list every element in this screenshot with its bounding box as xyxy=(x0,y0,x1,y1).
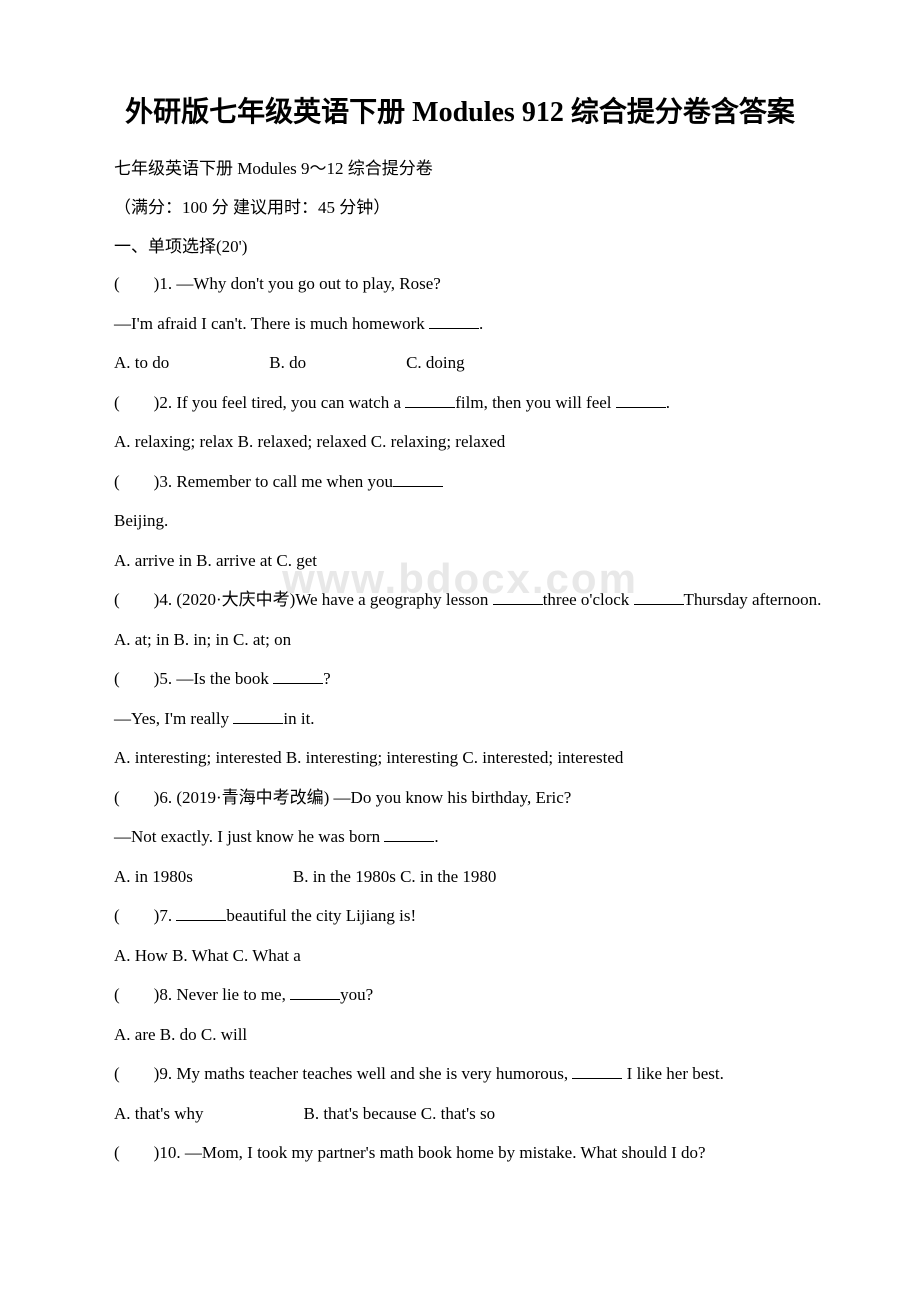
q9-options: A. that's why B. that's because C. that's… xyxy=(80,1101,840,1127)
q5a-text: ( )5. —Is the book xyxy=(114,669,273,688)
q1-prompt: ( )1. —Why don't you go out to play, Ros… xyxy=(80,271,840,297)
q4-prompt: ( )4. (2020·大庆中考)We have a geography les… xyxy=(80,587,840,613)
blank xyxy=(290,983,340,1000)
q1-response: —I'm afraid I can't. There is much homew… xyxy=(80,311,840,337)
q2-prompt: ( )2. If you feel tired, you can watch a… xyxy=(80,390,840,416)
q7a-end: beautiful the city Lijiang is! xyxy=(226,906,416,925)
q7-options: A. How B. What C. What a xyxy=(80,943,840,969)
q1-options: A. to do B. do C. doing xyxy=(80,350,840,376)
q8-options: A. are B. do C. will xyxy=(80,1022,840,1048)
q9-opt-a: A. that's why xyxy=(114,1104,203,1123)
q9-opt-bc: B. that's because C. that's so xyxy=(303,1104,495,1123)
q3-options: A. arrive in B. arrive at C. get xyxy=(80,548,840,574)
q9-prompt: ( )9. My maths teacher teaches well and … xyxy=(80,1061,840,1087)
blank xyxy=(429,312,479,329)
q2-options: A. relaxing; relax B. relaxed; relaxed C… xyxy=(80,429,840,455)
q1b-end: . xyxy=(479,314,483,333)
q6b-end: . xyxy=(434,827,438,846)
q7-prompt: ( )7. beautiful the city Lijiang is! xyxy=(80,903,840,929)
q3-prompt: ( )3. Remember to call me when you xyxy=(80,469,840,495)
blank xyxy=(616,391,666,408)
q10-prompt: ( )10. —Mom, I took my partner's math bo… xyxy=(80,1140,840,1166)
q1-opt-b: B. do xyxy=(269,353,306,372)
q6-opt-bc: B. in the 1980s C. in the 1980 xyxy=(293,867,497,886)
q4a-end: three o'clock xyxy=(543,590,634,609)
q3a-text: ( )3. Remember to call me when you xyxy=(114,472,393,491)
blank xyxy=(493,588,543,605)
blank xyxy=(384,825,434,842)
q3-beijing: Beijing. xyxy=(80,508,840,534)
q1b-text: —I'm afraid I can't. There is much homew… xyxy=(114,314,429,333)
blank xyxy=(393,470,443,487)
q8-prompt: ( )8. Never lie to me, you? xyxy=(80,982,840,1008)
q5b-end: in it. xyxy=(283,709,314,728)
q8a-end: you? xyxy=(340,985,373,1004)
q5a-end: ? xyxy=(323,669,331,688)
q6b-text: —Not exactly. I just know he was born xyxy=(114,827,384,846)
q5-prompt: ( )5. —Is the book ? xyxy=(80,666,840,692)
section-one-header: 一、单项选择(20') xyxy=(80,232,840,257)
q1-opt-c: C. doing xyxy=(406,353,465,372)
q6-response: —Not exactly. I just know he was born . xyxy=(80,824,840,850)
q2a-end: . xyxy=(666,393,670,412)
blank xyxy=(233,707,283,724)
q4-options: A. at; in B. in; in C. at; on xyxy=(80,627,840,653)
q2a-text: ( )2. If you feel tired, you can watch a xyxy=(114,393,405,412)
blank xyxy=(405,391,455,408)
q5-response: —Yes, I'm really in it. xyxy=(80,706,840,732)
q2a-mid: film, then you will feel xyxy=(455,393,616,412)
q5b-text: —Yes, I'm really xyxy=(114,709,233,728)
q6-options: A. in 1980s B. in the 1980s C. in the 198… xyxy=(80,864,840,890)
q9a-end: I like her best. xyxy=(622,1064,724,1083)
q8a-text: ( )8. Never lie to me, xyxy=(114,985,290,1004)
blank xyxy=(634,588,684,605)
q5-options: A. interesting; interested B. interestin… xyxy=(80,745,840,771)
q6-opt-a: A. in 1980s xyxy=(114,867,193,886)
q6-prompt: ( )6. (2019·青海中考改编) —Do you know his bir… xyxy=(80,785,840,811)
exam-meta: （满分：100 分 建议用时：45 分钟） xyxy=(80,193,840,218)
q7a-text: ( )7. xyxy=(114,906,176,925)
blank xyxy=(176,904,226,921)
document-subtitle: 七年级英语下册 Modules 9～12 综合提分卷 xyxy=(80,154,840,179)
q9a-text: ( )9. My maths teacher teaches well and … xyxy=(114,1064,572,1083)
q4a-text: ( )4. (2020·大庆中考)We have a geography les… xyxy=(114,590,493,609)
document-title: 外研版七年级英语下册 Modules 912 综合提分卷含答案 xyxy=(80,90,840,130)
blank xyxy=(572,1062,622,1079)
q4b-text: Thursday afternoon. xyxy=(684,590,822,609)
blank xyxy=(273,667,323,684)
q1-opt-a: A. to do xyxy=(114,353,169,372)
